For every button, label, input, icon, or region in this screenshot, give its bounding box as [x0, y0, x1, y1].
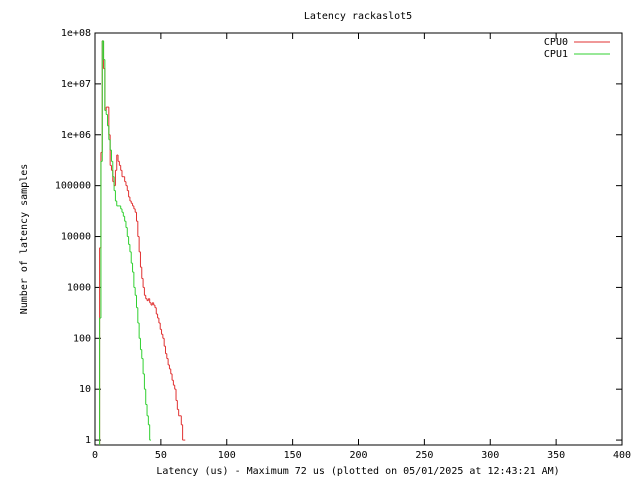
- y-tick-label: 1: [85, 435, 91, 446]
- y-tick-label: 1e+06: [61, 130, 91, 141]
- legend-label: CPU1: [544, 49, 568, 60]
- x-tick-label: 50: [155, 450, 167, 461]
- y-tick-label: 100000: [55, 181, 91, 192]
- x-tick-label: 200: [349, 450, 367, 461]
- legend-label: CPU0: [544, 37, 568, 48]
- plot-frame: [94, 32, 623, 446]
- x-tick-label: 150: [284, 450, 302, 461]
- y-tick-label: 100: [73, 333, 91, 344]
- y-tick-label: 10: [79, 384, 91, 395]
- chart-title: Latency rackaslot5: [304, 11, 412, 22]
- x-tick-label: 350: [547, 450, 565, 461]
- x-axis-label: Latency (us) - Maximum 72 us (plotted on…: [156, 466, 559, 477]
- x-tick-label: 250: [415, 450, 433, 461]
- y-tick-label: 1000: [67, 282, 91, 293]
- x-tick-label: 300: [481, 450, 499, 461]
- x-tick-label: 0: [92, 450, 98, 461]
- y-axis-label: Number of latency samples: [19, 164, 30, 315]
- y-tick-label: 1e+08: [61, 28, 91, 39]
- y-tick-label: 1e+07: [61, 79, 91, 90]
- y-tick-label: 10000: [61, 232, 91, 243]
- x-tick-label: 400: [613, 450, 631, 461]
- x-tick-label: 100: [218, 450, 236, 461]
